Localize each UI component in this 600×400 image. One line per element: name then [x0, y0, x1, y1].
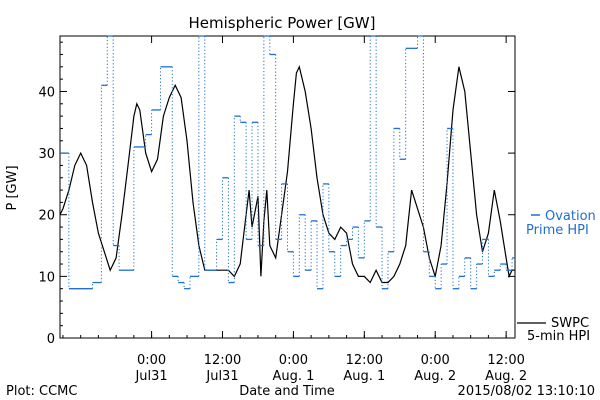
- legend-swpc-label-2: 5-min HPI: [527, 329, 590, 344]
- x-tick-label: 0:00: [421, 353, 450, 368]
- x-tick-label: 0:00: [137, 353, 166, 368]
- x-tick-date-label: Aug. 1: [343, 369, 385, 384]
- plot-frame: [59, 35, 516, 339]
- x-tick-label: 0:00: [279, 353, 308, 368]
- y-tick-label: 30: [38, 147, 55, 162]
- x-tick-date-label: Jul31: [205, 369, 238, 384]
- y-tick-label: 0: [47, 332, 55, 347]
- x-tick-label: 12:00: [346, 353, 383, 368]
- y-tick-label: 20: [38, 209, 55, 224]
- x-tick-date-label: Aug. 2: [485, 369, 527, 384]
- x-tick-date-label: Jul31: [134, 369, 167, 384]
- legend-swpc: SWPC 5-min HPI: [517, 316, 590, 344]
- timestamp: 2015/08/02 13:10:10: [458, 384, 595, 399]
- y-axis-ticks: 0 10 20 30 40: [38, 41, 515, 347]
- plot-credit: Plot: CCMC: [6, 384, 77, 399]
- x-axis-label: Date and Time: [239, 384, 335, 399]
- y-tick-label: 40: [38, 85, 55, 100]
- legend-ovation: Ovation Prime HPI: [526, 209, 596, 238]
- legend-ovation-label-2: Prime HPI: [526, 223, 589, 238]
- x-tick-label: 12:00: [204, 353, 241, 368]
- series-layer: [59, 35, 515, 290]
- x-tick-label: 12:00: [487, 353, 524, 368]
- x-tick-date-label: Aug. 1: [272, 369, 314, 384]
- series-ovation-prime-hpi: [60, 35, 515, 290]
- y-tick-label: 10: [38, 270, 55, 285]
- x-tick-date-label: Aug. 2: [414, 369, 456, 384]
- legend-swpc-label-1: SWPC: [551, 316, 589, 331]
- legend-ovation-label-1: Ovation: [545, 209, 596, 224]
- chart-title: Hemispheric Power [GW]: [189, 14, 376, 32]
- y-axis-label: P [GW]: [5, 165, 20, 210]
